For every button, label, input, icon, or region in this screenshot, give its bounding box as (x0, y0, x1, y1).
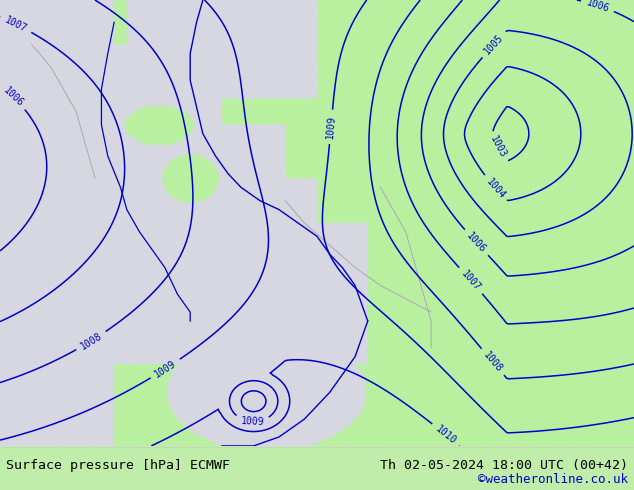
Text: 1007: 1007 (3, 15, 29, 34)
Text: Surface pressure [hPa] ECMWF: Surface pressure [hPa] ECMWF (6, 459, 230, 472)
Text: 1008: 1008 (481, 350, 504, 374)
Text: 1009: 1009 (325, 115, 337, 139)
Text: Th 02-05-2024 18:00 UTC (00+42): Th 02-05-2024 18:00 UTC (00+42) (380, 459, 628, 472)
Text: 1006: 1006 (465, 230, 488, 255)
Text: 1005: 1005 (482, 32, 506, 56)
Text: 1008: 1008 (79, 330, 104, 351)
Text: ©weatheronline.co.uk: ©weatheronline.co.uk (477, 473, 628, 487)
Text: 1006: 1006 (1, 85, 25, 109)
Text: 1007: 1007 (459, 269, 482, 293)
Text: 1006: 1006 (585, 0, 611, 14)
Text: 1004: 1004 (484, 176, 507, 200)
Text: 1003: 1003 (488, 135, 508, 160)
Text: 1010: 1010 (434, 423, 458, 446)
Text: 1009: 1009 (240, 416, 264, 427)
Text: 1009: 1009 (153, 358, 178, 379)
